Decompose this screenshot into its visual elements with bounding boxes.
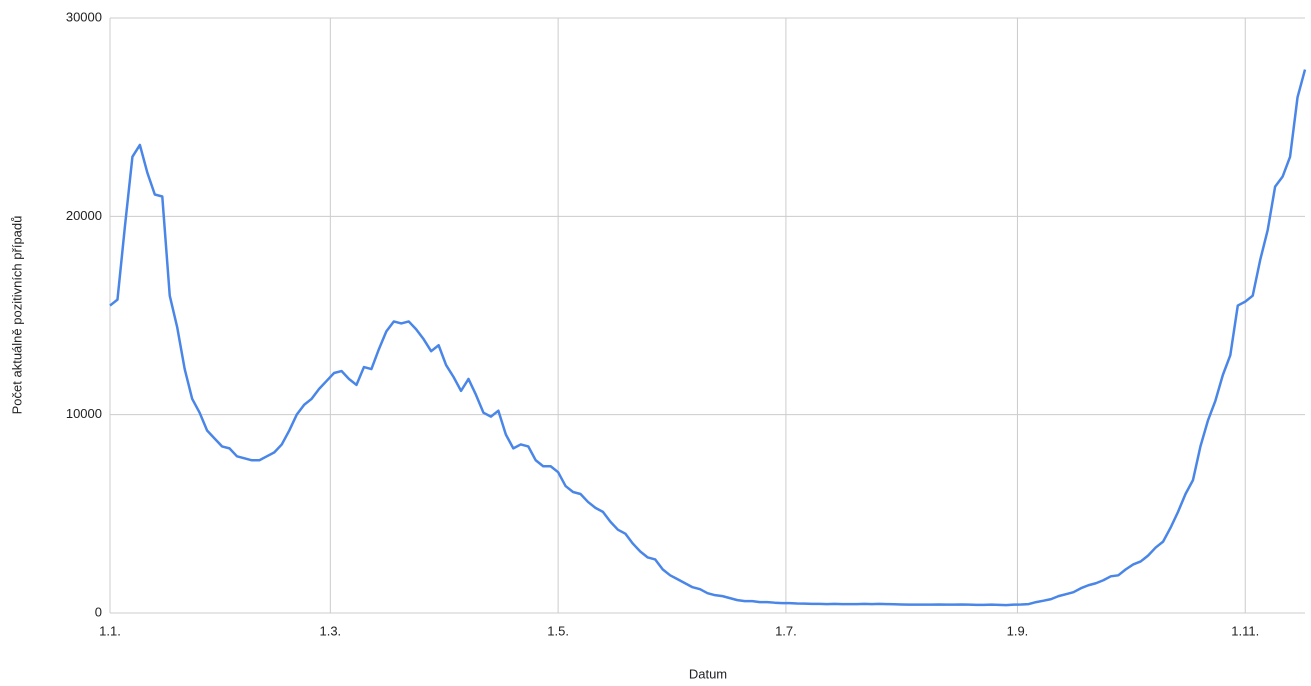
y-tick-label: 30000 xyxy=(66,9,102,24)
x-tick-label: 1.1. xyxy=(99,623,121,638)
x-tick-label: 1.3. xyxy=(319,623,341,638)
y-axis-title: Počet aktuálně pozitivních případů xyxy=(9,216,24,415)
y-tick-label: 10000 xyxy=(66,406,102,421)
y-tick-label: 20000 xyxy=(66,208,102,223)
data-line xyxy=(109,69,1307,607)
x-axis-title: Datum xyxy=(689,666,727,681)
x-tick-label: 1.9. xyxy=(1007,623,1029,638)
x-tick-label: 1.11. xyxy=(1231,623,1259,638)
x-tick-label: 1.5. xyxy=(547,623,569,638)
x-tick-label: 1.7. xyxy=(775,623,797,638)
y-tick-label: 0 xyxy=(95,604,102,619)
